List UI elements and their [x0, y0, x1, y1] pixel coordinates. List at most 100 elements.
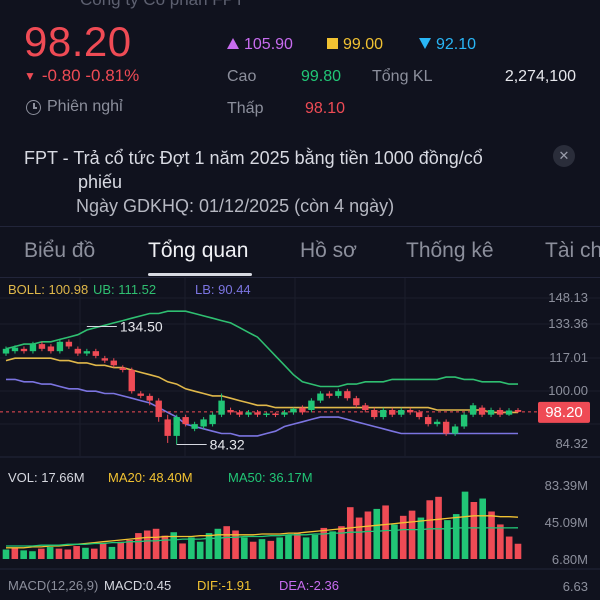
candle-body	[344, 391, 351, 399]
ceiling-value: 105.90	[244, 36, 293, 53]
volume-bar	[46, 546, 54, 559]
volume-bar	[346, 507, 354, 559]
price-chart[interactable]: 134.50 84.32 BOLL: 100.98 UB: 111.52 LB: 90.…	[0, 278, 600, 600]
boll-mid-line	[5, 357, 518, 414]
reference-square-icon	[327, 38, 338, 49]
candle-body	[2, 348, 10, 354]
volume-bar	[461, 491, 469, 559]
volume-bar	[214, 528, 222, 559]
close-news-button[interactable]: ✕	[553, 145, 575, 167]
candle-body	[182, 417, 189, 425]
floor-price: 92.10	[419, 36, 476, 54]
candle-body	[173, 417, 180, 436]
low-marker-label: 84.32	[210, 437, 245, 453]
candle-body	[236, 412, 243, 415]
floor-triangle-icon	[419, 38, 431, 49]
candle-body	[191, 424, 198, 429]
candle-body	[424, 417, 432, 425]
volume-bar	[267, 540, 275, 559]
price-y-tick: 100.00	[548, 383, 588, 398]
candle-body	[514, 410, 522, 412]
volume-bar	[444, 520, 451, 559]
volume-bar	[126, 540, 133, 559]
price-y-tick: 117.01	[549, 350, 588, 365]
volume-bar	[152, 528, 160, 559]
volume-bar	[435, 496, 442, 559]
volume-bar	[373, 508, 381, 559]
candle-body	[137, 393, 144, 396]
session-text: Phiên nghỉ	[47, 98, 123, 115]
volume-bar	[505, 536, 513, 559]
ceiling-price: 105.90	[227, 36, 293, 54]
candle-body	[371, 410, 378, 418]
dividend-news[interactable]: FPT - Trả cổ tức Đợt 1 năm 2025 bằng tiề…	[24, 146, 483, 218]
company-name: Công ty Cổ phần FPT	[80, 0, 244, 10]
candle-body	[290, 408, 297, 413]
volume-bar	[82, 547, 89, 559]
last-price-tag	[538, 401, 590, 423]
candle-body	[65, 341, 73, 347]
volume-bar	[276, 537, 283, 559]
volume-label: Tổng KL	[372, 68, 433, 85]
candle-body	[200, 419, 207, 427]
volume-legend-2: MA50: 36.17M	[228, 470, 313, 485]
candle-body	[272, 413, 279, 416]
tab-profile[interactable]: Hồ sơ	[300, 239, 357, 262]
candle-body	[83, 351, 91, 354]
candle-body	[227, 410, 234, 413]
price-y-tick: 148.13	[548, 290, 588, 305]
volume-bar	[38, 548, 45, 559]
tab-chart[interactable]: Biểu đồ	[24, 239, 96, 262]
volume-bar	[311, 534, 319, 559]
volume-bar	[29, 551, 36, 559]
volume-bar	[364, 511, 372, 559]
volume-bar	[179, 543, 186, 559]
candle-body	[101, 358, 109, 361]
tab-statistics[interactable]: Thống kê	[406, 239, 494, 262]
volume-bar	[64, 549, 72, 559]
boll-lb-line	[6, 378, 518, 437]
tab-overview[interactable]: Tổng quan	[148, 239, 249, 262]
session-status: Phiên nghỉ	[26, 98, 123, 116]
close-icon: ✕	[558, 148, 570, 163]
candle-body	[478, 407, 486, 415]
ceiling-triangle-icon	[227, 38, 239, 49]
reference-price: 99.00	[327, 36, 383, 54]
candle-body	[218, 400, 225, 415]
volume-bar	[241, 537, 248, 559]
candle-body	[110, 360, 117, 366]
candle-body	[398, 410, 405, 415]
volume-bar	[205, 533, 213, 559]
volume-bar	[452, 514, 460, 559]
news-ex-date: Ngày GDKHQ: 01/12/2025 (còn 4 ngày)	[76, 196, 395, 216]
candle-body	[245, 412, 252, 415]
down-arrow-icon: ▼	[24, 69, 36, 83]
last-price-tag-label: 98.20	[545, 404, 583, 421]
volume-bar	[391, 524, 398, 559]
volume-bar	[497, 524, 504, 559]
current-price: 98.20	[24, 18, 132, 65]
volume-bar	[135, 533, 142, 559]
volume-legend-0: VOL: 17.66M	[8, 470, 85, 485]
candle-body	[29, 344, 37, 352]
candle-body	[362, 405, 369, 410]
volume-bar	[20, 550, 27, 559]
volume-bar	[470, 502, 478, 559]
tab-finance[interactable]: Tài ch	[545, 239, 600, 262]
boll-legend-2: LB: 90.44	[195, 282, 251, 297]
candle-body	[389, 410, 396, 415]
volume-bar	[170, 532, 178, 559]
candle-body	[451, 426, 459, 434]
volume-bar	[90, 548, 98, 559]
volume-bar	[2, 549, 10, 559]
news-line-1: FPT - Trả cổ tức Đợt 1 năm 2025 bằng tiề…	[24, 148, 483, 168]
volume-bar	[302, 537, 310, 559]
tab-bar: Biểu đồ Tổng quan Hồ sơ Thống kê Tài ch	[0, 226, 600, 278]
volume-bar	[338, 526, 345, 559]
news-line-2: phiếu	[78, 172, 123, 192]
candle-body	[263, 413, 270, 416]
candle-body	[380, 410, 387, 418]
volume-bar	[11, 547, 19, 559]
candle-body	[317, 393, 324, 401]
volume-ma50-line	[6, 527, 519, 547]
